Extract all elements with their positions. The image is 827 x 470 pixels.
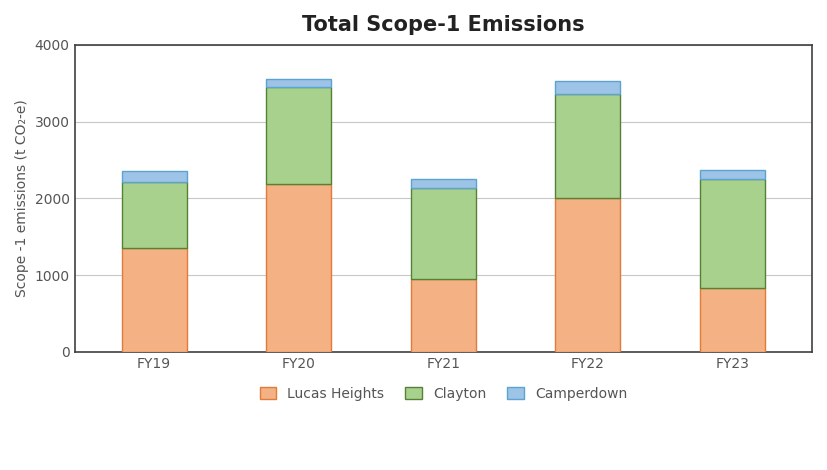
Bar bbox=[122, 171, 187, 181]
Bar bbox=[556, 198, 620, 352]
Bar bbox=[700, 171, 765, 179]
Bar bbox=[122, 181, 187, 248]
Bar bbox=[556, 94, 620, 198]
Bar bbox=[266, 87, 331, 184]
Bar bbox=[411, 188, 476, 279]
Bar bbox=[700, 179, 765, 288]
Y-axis label: Scope -1 emissions (t CO₂-e): Scope -1 emissions (t CO₂-e) bbox=[15, 100, 29, 298]
Bar bbox=[700, 288, 765, 352]
Bar bbox=[122, 248, 187, 352]
Bar bbox=[266, 79, 331, 87]
Bar bbox=[266, 184, 331, 352]
Bar bbox=[411, 279, 476, 352]
Legend: Lucas Heights, Clayton, Camperdown: Lucas Heights, Clayton, Camperdown bbox=[254, 381, 633, 407]
Bar bbox=[411, 179, 476, 188]
Bar bbox=[556, 80, 620, 94]
Title: Total Scope-1 Emissions: Total Scope-1 Emissions bbox=[302, 15, 585, 35]
